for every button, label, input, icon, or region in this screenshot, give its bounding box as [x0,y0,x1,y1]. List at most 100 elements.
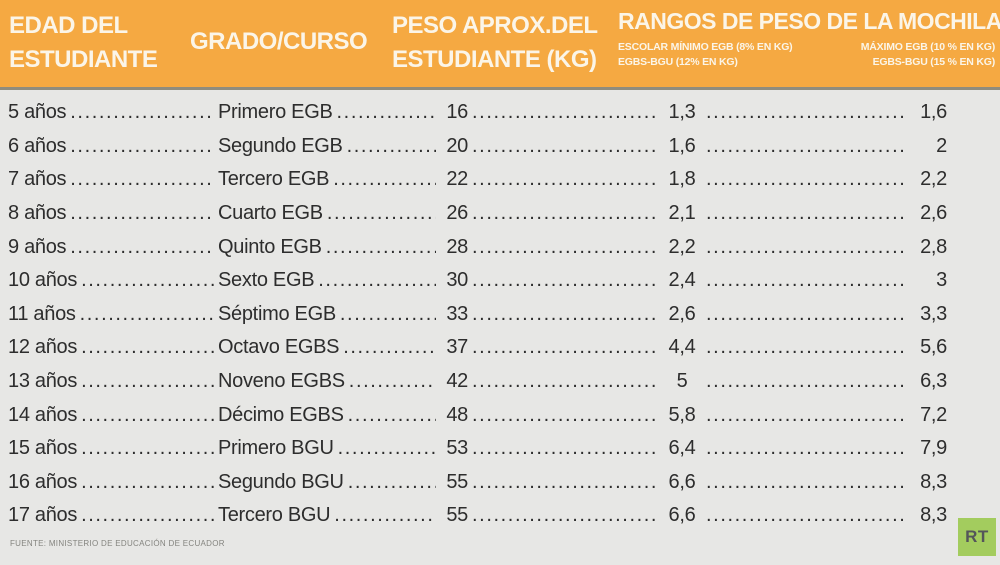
dot-leader [472,303,658,326]
student-weight-value: 55 [446,470,468,493]
table-row: 8 años Cuarto EGB 26 2,1 2,6 [8,197,955,231]
dot-leader [81,471,214,494]
student-weight-cell: 48 [440,404,662,427]
backpack-min-value: 2,4 [668,269,696,292]
header-age-line2: ESTUDIANTE [9,46,158,73]
age-value: 7 años [8,168,67,191]
backpack-max-value: 2,2 [920,168,947,191]
student-weight-value: 33 [446,302,468,325]
grade-value: Quinto EGB [218,235,322,258]
age-cell: 12 años [8,336,218,359]
backpack-min-value: 2,6 [668,302,696,325]
dot-leader [706,437,908,460]
backpack-min-cell: 2,1 [662,202,912,225]
backpack-max-cell: 3,3 [912,303,947,326]
age-value: 8 años [8,202,67,225]
backpack-max-value: 6,3 [920,370,947,393]
dot-leader [706,236,908,259]
dot-leader [706,336,908,359]
student-weight-cell: 22 [440,168,662,191]
age-cell: 11 años [8,303,218,326]
grade-cell: Octavo EGBS [218,336,440,359]
table-row: 7 años Tercero EGB 22 1,8 2,2 [8,163,955,197]
header-min-line2: EGBS-BGU (12% EN KG) [618,56,738,68]
backpack-max-value: 1,6 [920,101,947,124]
student-weight-cell: 33 [440,303,662,326]
backpack-min-value: 5,8 [668,403,696,426]
student-weight-cell: 53 [440,437,662,460]
header-subcol-min: ESCOLAR MÍNIMO EGB (8% EN KG) EGBS-BGU (… [618,40,793,70]
backpack-max-cell: 8,3 [912,504,947,527]
grade-value: Segundo BGU [218,470,344,493]
backpack-min-cell: 6,6 [662,471,912,494]
dot-leader [347,135,436,158]
student-weight-cell: 55 [440,471,662,494]
dot-leader [706,202,908,225]
backpack-max-value: 3 [936,269,947,292]
grade-cell: Quinto EGB [218,236,440,259]
age-value: 11 años [8,302,76,325]
backpack-max-value: 8,3 [920,504,947,527]
age-cell: 10 años [8,269,218,292]
grade-cell: Primero EGB [218,101,440,124]
grade-cell: Segundo BGU [218,471,440,494]
backpack-min-value: 1,8 [668,168,696,191]
dot-leader [706,101,908,124]
grade-value: Cuarto EGB [218,202,323,225]
age-value: 17 años [8,504,78,527]
dot-leader [337,101,436,124]
header-subcol-max: MÁXIMO EGB (10 % EN KG) EGBS-BGU (15 % E… [861,40,995,70]
dot-leader [338,437,436,460]
backpack-min-cell: 2,6 [662,303,912,326]
student-weight-value: 42 [446,370,468,393]
student-weight-cell: 26 [440,202,662,225]
dot-leader [81,336,214,359]
grade-cell: Tercero EGB [218,168,440,191]
student-weight-cell: 20 [440,135,662,158]
age-value: 9 años [8,235,67,258]
grade-cell: Séptimo EGB [218,303,440,326]
age-cell: 7 años [8,168,218,191]
age-cell: 15 años [8,437,218,460]
grade-cell: Primero BGU [218,437,440,460]
dot-leader [472,437,658,460]
dot-leader [81,504,214,527]
table-row: 5 años Primero EGB 16 1,3 1,6 [8,96,955,130]
dot-leader [326,236,436,259]
backpack-max-value: 7,9 [920,437,947,460]
table-row: 11 años Séptimo EGB 33 2,6 3,3 [8,298,955,332]
dot-leader [472,101,658,124]
header-age-line1: EDAD DEL [9,12,128,39]
backpack-max-cell: 2,8 [912,236,947,259]
backpack-max-cell: 3 [912,269,947,292]
dot-leader [81,269,214,292]
dot-leader [333,168,436,191]
dot-leader [472,504,658,527]
backpack-max-cell: 2 [912,135,947,158]
dot-leader [706,135,908,158]
student-weight-value: 53 [446,437,468,460]
age-value: 12 años [8,336,78,359]
grade-value: Séptimo EGB [218,302,336,325]
dot-leader [81,370,214,393]
dot-leader [472,336,658,359]
dot-leader [706,504,908,527]
dot-leader [70,135,214,158]
dot-leader [472,471,658,494]
header-max-line2: EGBS-BGU (15 % EN KG) [872,56,996,68]
dot-leader [472,202,658,225]
backpack-min-value: 6,6 [668,504,696,527]
backpack-min-value: 5 [676,370,688,393]
dot-leader [81,437,214,460]
backpack-min-cell: 5,8 [662,404,912,427]
backpack-min-cell: 6,4 [662,437,912,460]
dot-leader [327,202,436,225]
grade-value: Primero BGU [218,437,334,460]
rt-logo: RT [958,518,996,556]
dot-leader [343,336,436,359]
dot-leader [706,471,908,494]
dot-leader [706,269,908,292]
backpack-max-cell: 1,6 [912,101,947,124]
student-weight-value: 37 [446,336,468,359]
student-weight-value: 20 [446,134,468,157]
